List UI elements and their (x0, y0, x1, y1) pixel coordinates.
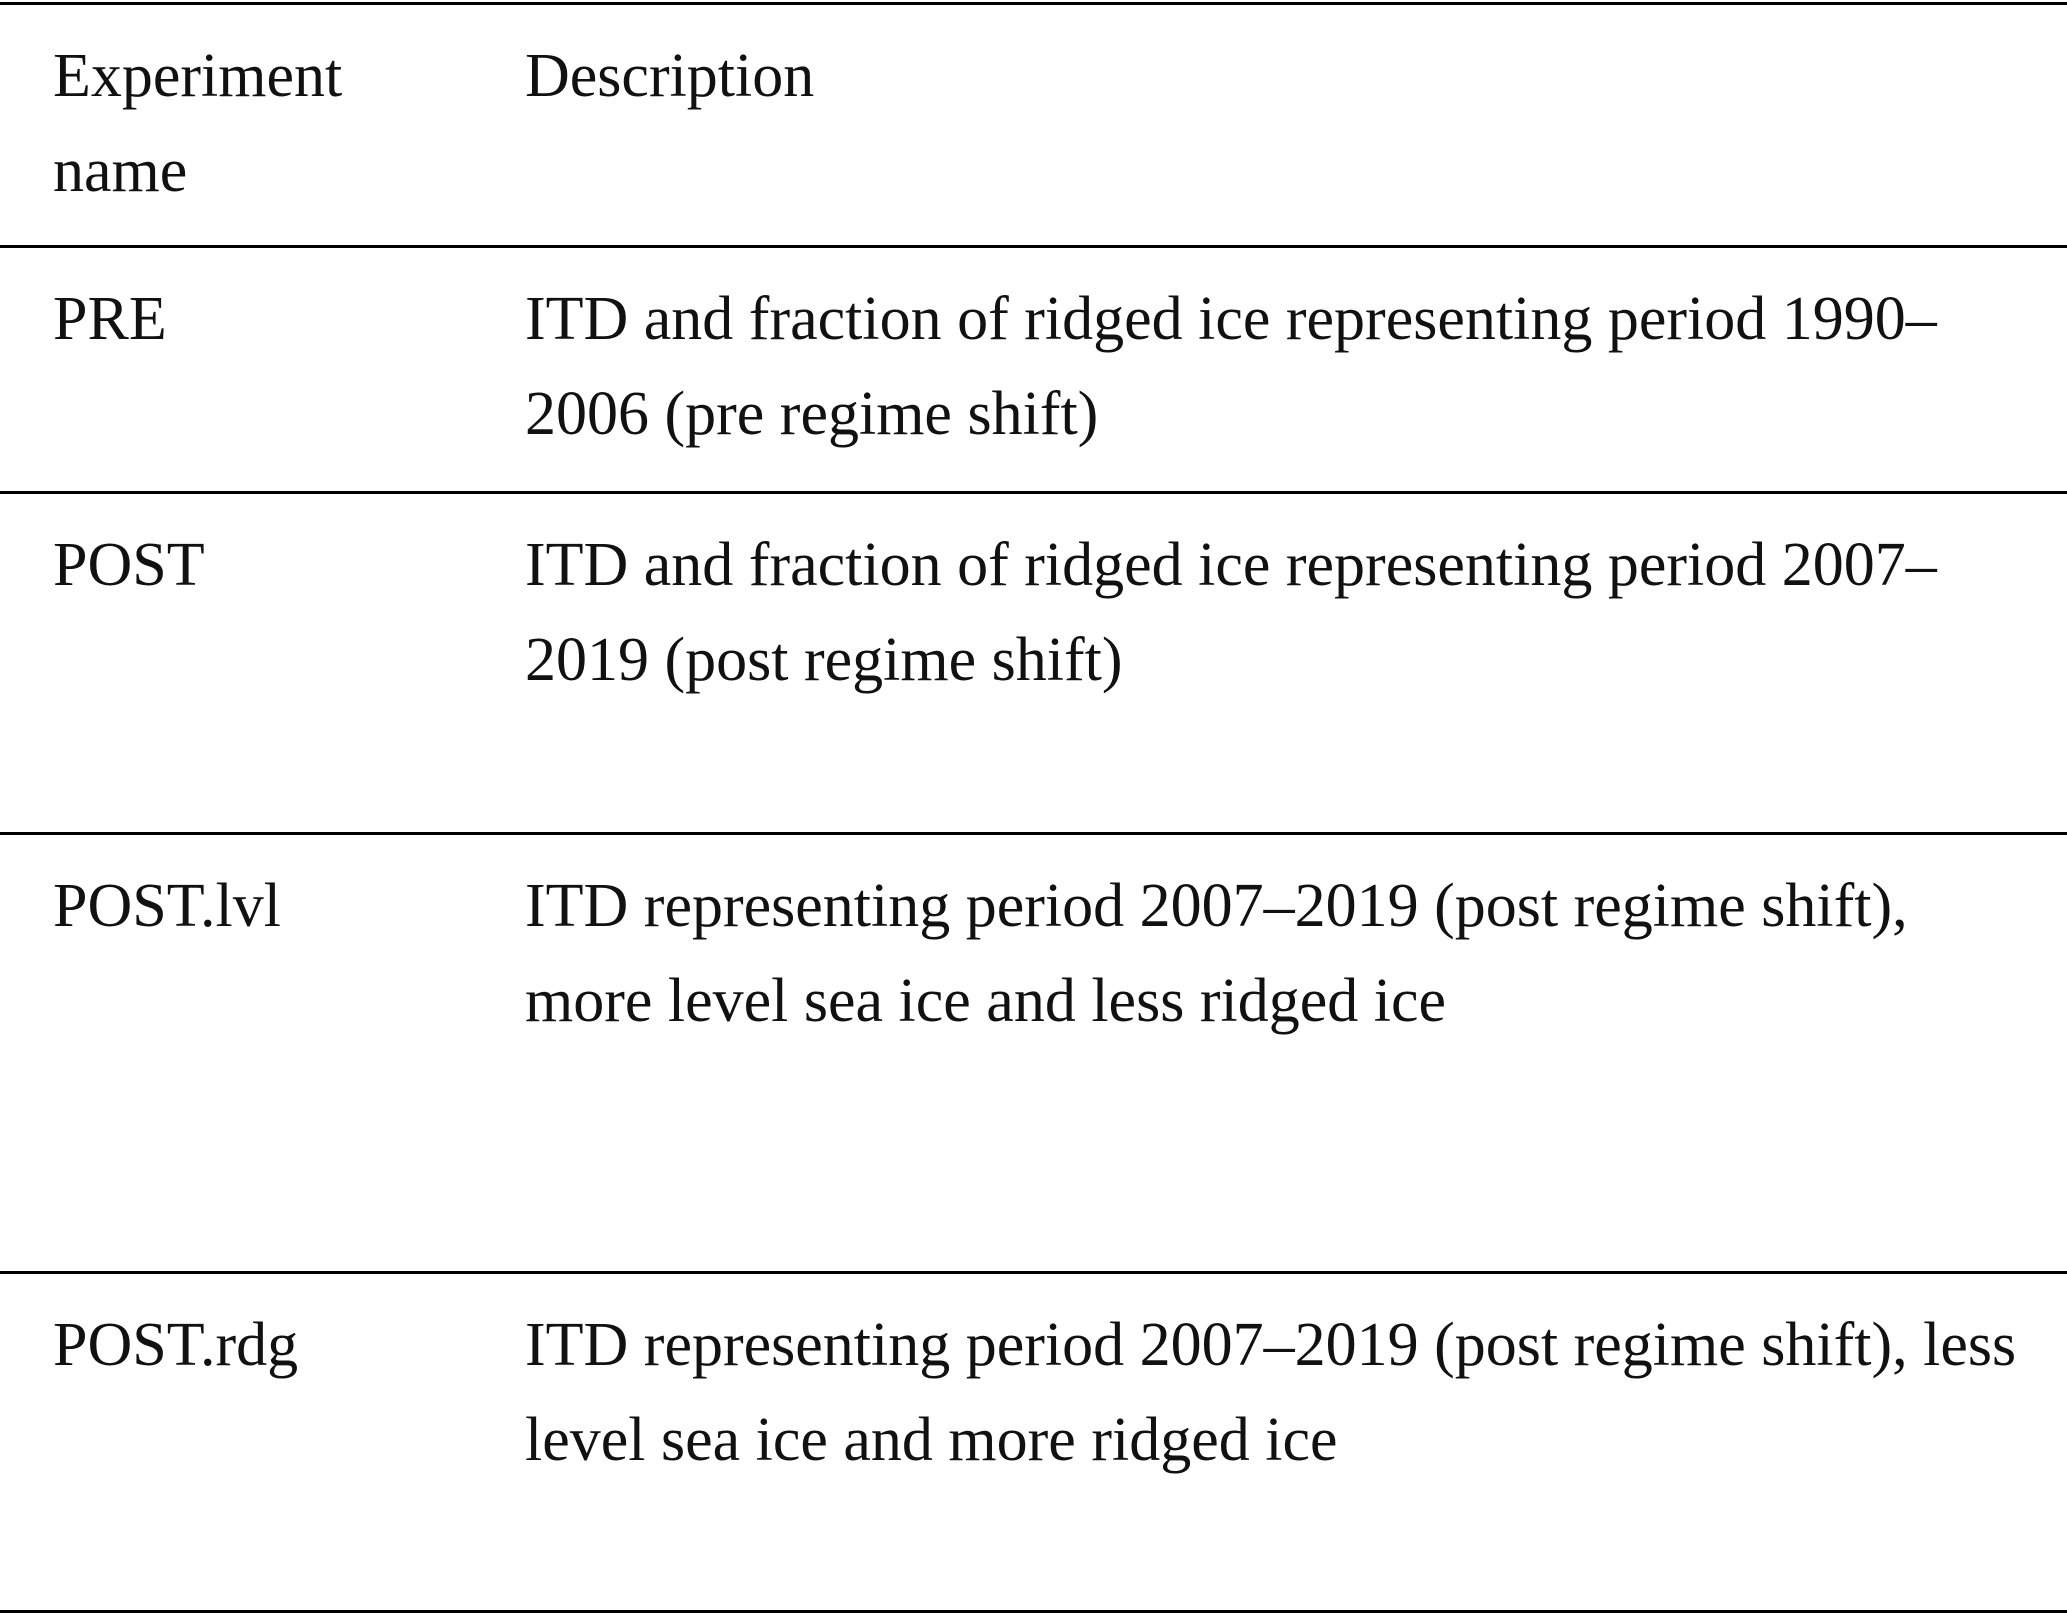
header-cell: Description (525, 42, 815, 110)
description-cell: ITD representing period 2007–2019 (post … (525, 1311, 2017, 1474)
header-row: Experiment name Description (0, 3, 2067, 247)
row: POST.rdg ITD representing period 2007–20… (0, 1272, 2067, 1612)
name-cell: POST.rdg (53, 1311, 299, 1379)
row: PRE ITD and fraction of ridged ice repre… (0, 246, 2067, 493)
header-text: Experiment name (53, 42, 343, 205)
name-cell: POST (53, 531, 205, 599)
header-cell: Experiment name (0, 4, 525, 247)
description-cell: ITD and fraction of ridged ice represent… (525, 531, 1937, 694)
description-cell: ITD representing period 2007–2019 (post … (525, 872, 1908, 1035)
name-cell: POST.lvl (53, 872, 281, 940)
description-cell: ITD and fraction of ridged ice represent… (525, 285, 1937, 448)
name-cell: PRE (53, 285, 167, 353)
row: POST.lvl ITD representing period 2007–20… (0, 833, 2067, 1273)
row: POST ITD and fraction of ridged ice repr… (0, 492, 2067, 834)
